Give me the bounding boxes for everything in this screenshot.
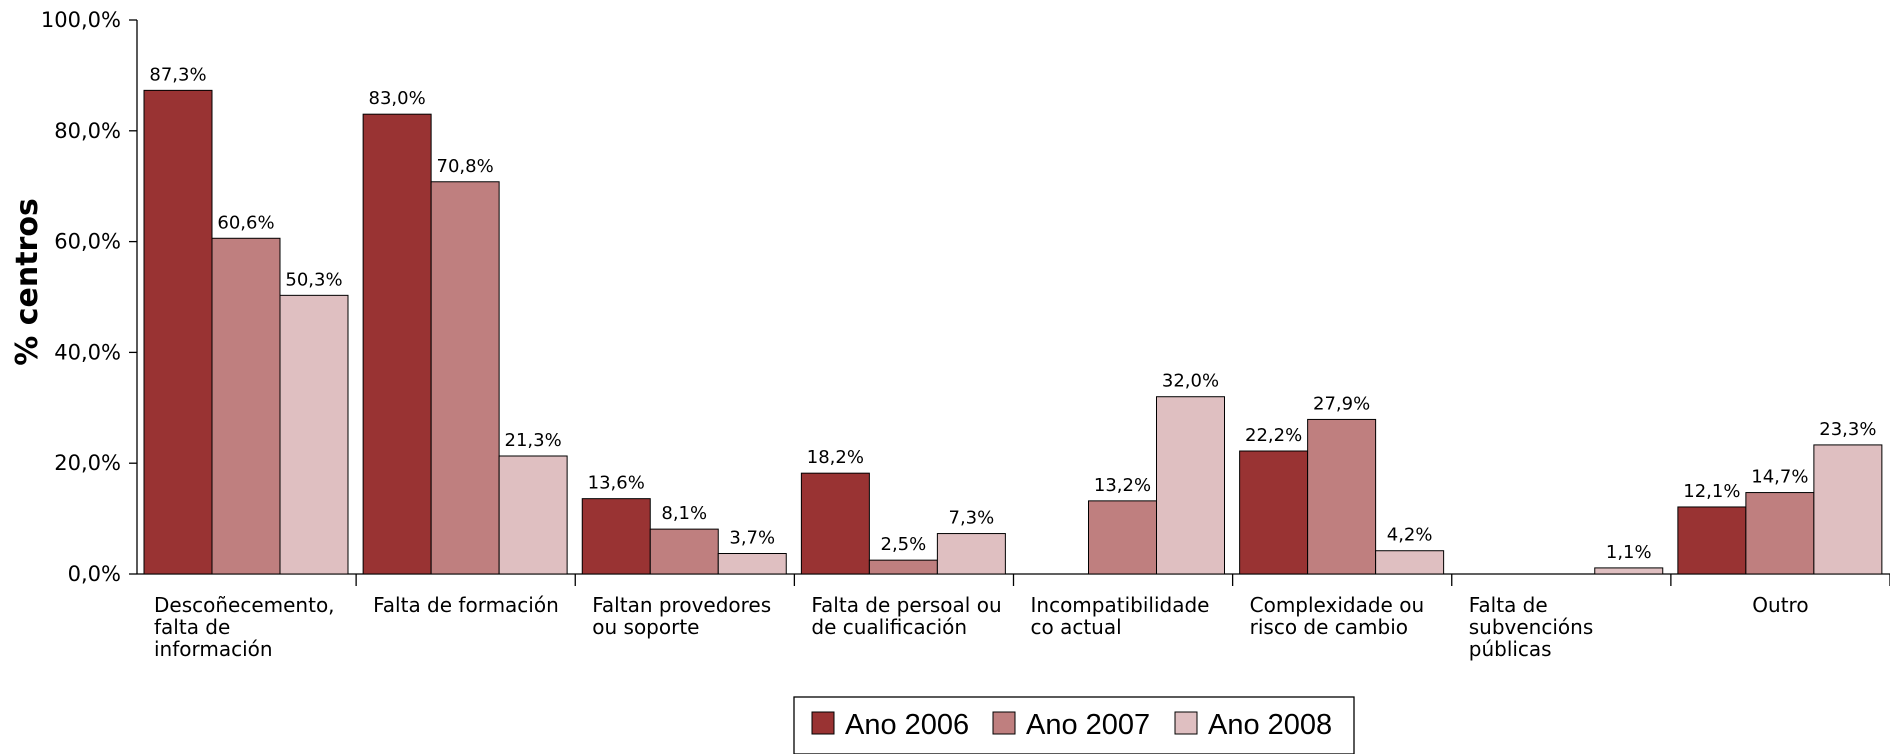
bar [649,528,719,575]
data-label: 13,6% [588,473,645,494]
data-label: 60,6% [217,212,274,233]
bar [1307,418,1377,575]
x-category-label: Falta de persoal ou de cualificación [811,593,1001,639]
data-label: 50,3% [285,269,342,290]
y-tick-label: 100,0% [41,8,121,32]
x-category-label: Incompatibilidade co actual [1031,593,1210,639]
data-label: 2,5% [881,534,927,555]
bar [1745,492,1815,575]
data-label: 87,3% [149,64,206,85]
data-label: 7,3% [949,508,995,529]
data-label: 32,0% [1162,371,1219,392]
data-label: 83,0% [369,88,426,109]
bar [1375,550,1445,575]
bar [1594,567,1664,575]
data-label: 13,2% [1094,475,1151,496]
y-tick-label: 20,0% [54,451,121,475]
legend: Ano 2006 Ano 2007 Ano 2008 [793,696,1355,754]
bar [211,237,281,575]
legend-swatch [992,711,1016,735]
y-tick-label: 60,0% [54,230,121,254]
data-label: 21,3% [505,430,562,451]
bar [717,553,787,575]
data-label: 8,1% [661,503,707,524]
legend-swatch [1174,711,1198,735]
x-category-label: Outro [1752,593,1808,617]
y-tick-label: 0,0% [68,562,121,586]
bars: 87,3% 83,0% 13,6% 18,2% 22,2% 12,1% 60,6% 70,8%… [143,64,1883,575]
legend-label: Ano 2007 [1026,709,1150,741]
x-category-label: Complexidade ou risco de cambio [1250,593,1425,639]
bar [581,498,651,575]
bar [936,533,1006,575]
data-label: 14,7% [1751,467,1808,488]
data-label: 1,1% [1606,542,1652,563]
data-label: 18,2% [807,447,864,468]
data-label: 22,2% [1245,425,1302,446]
axes: 0,0% 20,0% 40,0% 60,0% 80,0% 100,0% Descoñecem… [41,8,1890,661]
bar [498,455,568,575]
x-category-label: Falta de subvencións públicas [1469,593,1594,661]
data-label: 3,7% [729,528,775,549]
legend-swatch [811,711,835,735]
bar [1156,396,1225,575]
bar [1239,450,1309,575]
x-category-label: Descoñecemento, falta de información [154,593,335,661]
bar [362,113,432,575]
bar [143,89,213,575]
bar [868,559,938,575]
data-label: 70,8% [437,156,494,177]
y-tick-label: 80,0% [54,119,121,143]
bar [1088,500,1157,575]
data-label: 12,1% [1683,481,1740,502]
bar [1677,506,1747,575]
data-label: 4,2% [1387,525,1433,546]
y-axis-title: % centros [10,198,45,366]
bar [1813,444,1883,575]
legend-box [793,696,1355,754]
x-category-label: Falta de formación [373,593,559,617]
legend-label: Ano 2008 [1208,709,1332,741]
y-tick-label: 40,0% [54,340,121,364]
bar [279,294,349,575]
data-label: 27,9% [1313,393,1370,414]
bar [800,472,870,575]
legend-label: Ano 2006 [845,709,969,741]
data-label: 23,3% [1819,419,1876,440]
bar [430,181,500,575]
x-category-label: Faltan provedores ou soporte [592,593,771,639]
